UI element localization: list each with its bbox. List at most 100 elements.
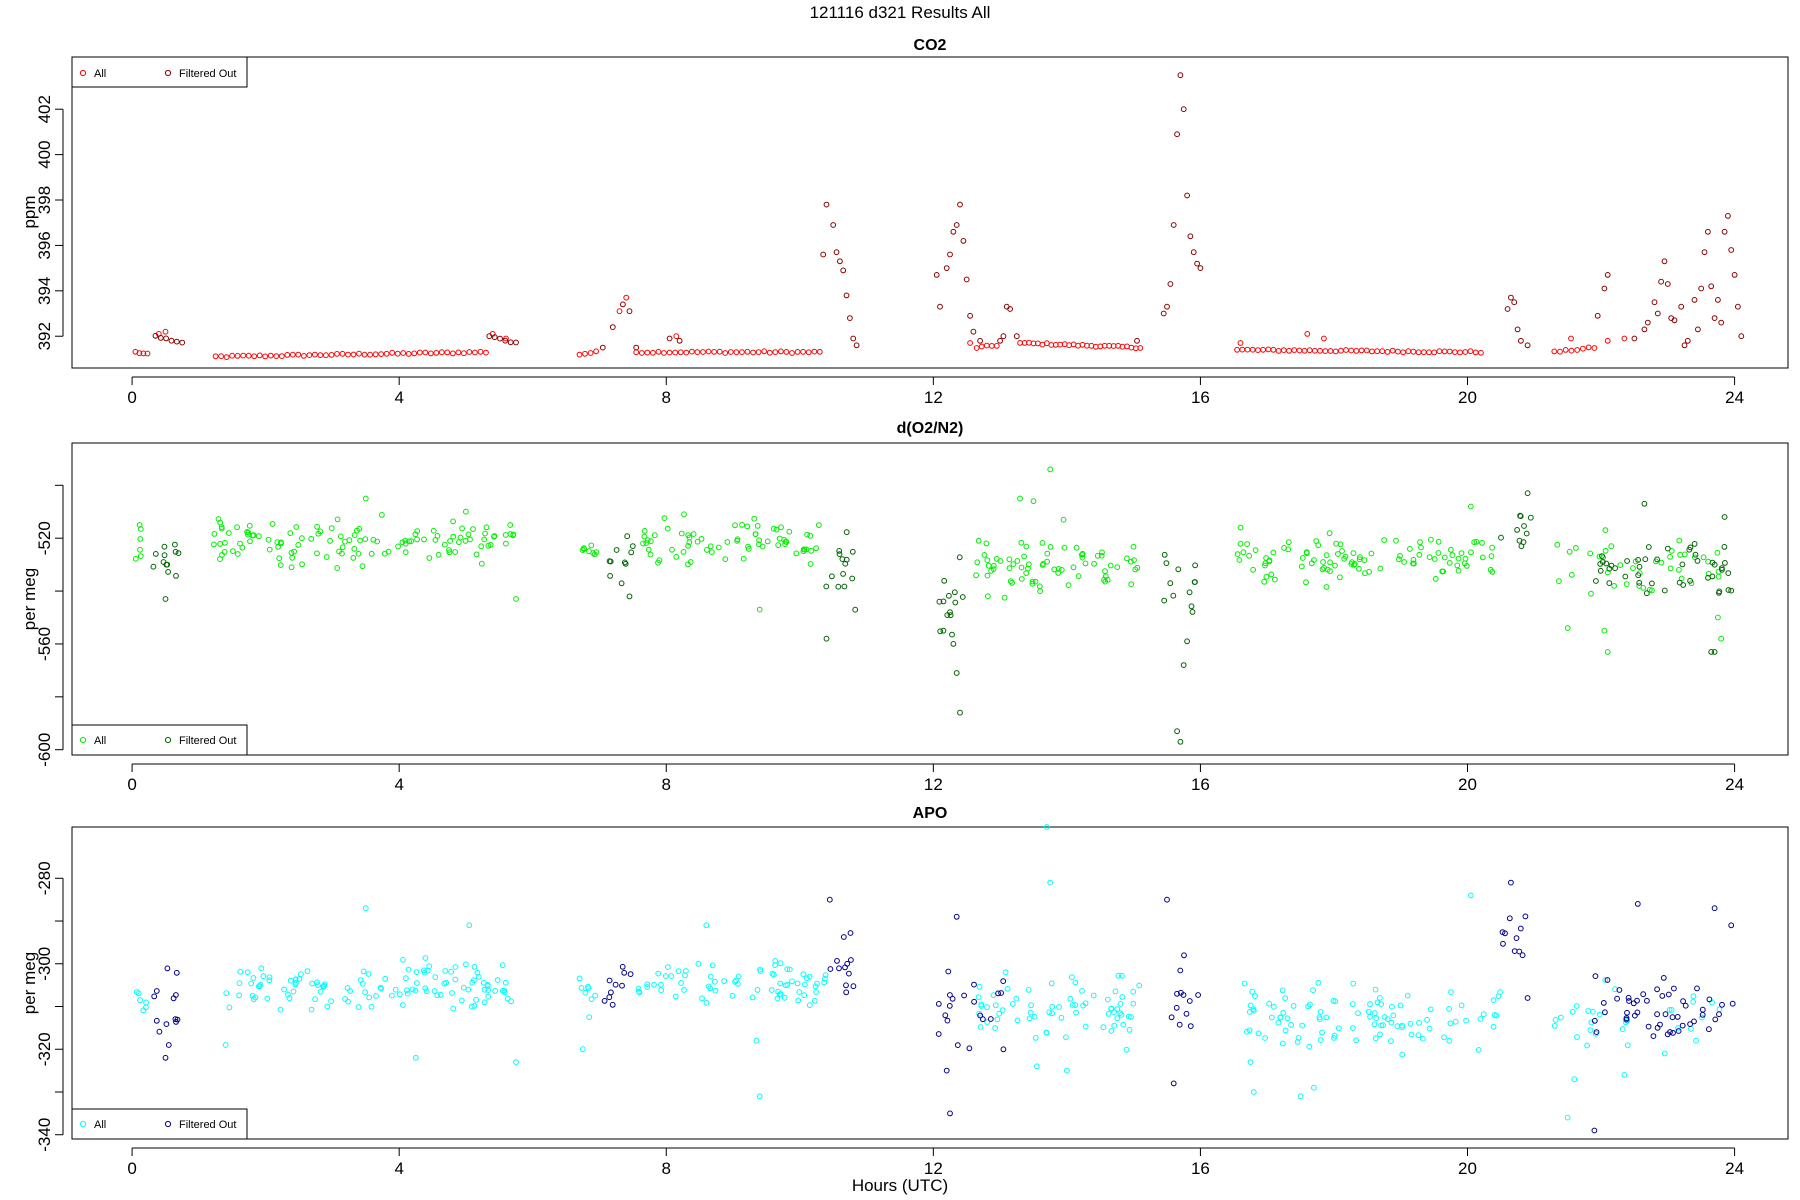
data-point-all (1604, 649, 1611, 655)
data-point-all (988, 567, 994, 574)
data-point-all (1372, 986, 1379, 993)
data-point-all (1001, 594, 1008, 601)
x-axis-apo: 0 4 8 12 16 20 24 (127, 1147, 1744, 1178)
data-point-all (1119, 994, 1126, 1000)
data-point-filtered (1665, 991, 1672, 998)
legend-co2: All Filtered Out (71, 56, 248, 88)
data-point-all (593, 348, 599, 355)
data-point-filtered (1170, 222, 1177, 228)
data-point-all (350, 555, 357, 561)
data-point-filtered (1660, 975, 1667, 981)
data-point-all (1025, 987, 1032, 993)
data-point-all (1479, 554, 1486, 561)
data-point-all (266, 974, 273, 981)
plot-area-o2n2 (71, 442, 1789, 756)
data-point-filtered (1000, 1046, 1007, 1053)
x-tick-label: 24 (1725, 388, 1744, 407)
data-point-all (1270, 549, 1277, 556)
x-tick-label: 12 (924, 388, 943, 407)
data-point-filtered (613, 547, 620, 553)
data-point-all (1244, 346, 1251, 353)
data-point-all (1270, 346, 1277, 353)
data-point-all (1574, 347, 1581, 353)
data-point-filtered (1160, 310, 1167, 317)
data-point-all (222, 539, 228, 546)
data-point-all (1495, 993, 1502, 1000)
data-point-all (1029, 578, 1036, 585)
data-point-filtered (1134, 337, 1140, 344)
data-point-all (1303, 549, 1310, 555)
data-point-all (1312, 347, 1318, 354)
legend-box-apo (71, 1108, 248, 1140)
data-point-filtered (1658, 278, 1664, 285)
data-point-filtered (1187, 1023, 1194, 1029)
data-point-filtered (172, 541, 178, 548)
data-point-all (481, 986, 488, 993)
data-point-all (1378, 1001, 1384, 1007)
data-point-all (471, 963, 478, 970)
data-point-all (690, 531, 697, 537)
data-point-filtered (971, 998, 977, 1005)
data-point-all (727, 349, 734, 355)
data-point-all (1246, 552, 1252, 559)
data-point-all (351, 532, 358, 538)
data-point-all (362, 495, 369, 502)
data-point-all (1426, 554, 1433, 560)
data-point-all (137, 553, 144, 559)
data-point-all (250, 975, 257, 981)
data-point-all (246, 522, 253, 529)
data-point-all (1649, 587, 1655, 594)
data-point-all (755, 349, 762, 356)
data-point-filtered (1671, 317, 1678, 324)
data-point-filtered (1517, 925, 1524, 932)
data-point-all (1332, 348, 1339, 355)
data-point-all (1463, 563, 1470, 569)
data-point-filtered (847, 930, 854, 936)
data-point-filtered (1659, 993, 1666, 999)
data-point-all (1350, 1025, 1356, 1031)
data-point-all (1058, 567, 1065, 573)
data-point-all (470, 526, 476, 532)
data-point-all (223, 990, 230, 997)
data-point-all (1063, 1034, 1069, 1041)
data-point-all (413, 969, 420, 975)
data-point-all (1130, 988, 1137, 995)
data-point-filtered (153, 1017, 160, 1024)
y-axis-apo: -340 -320 -300 -280 (35, 861, 64, 1152)
data-point-filtered (1524, 342, 1531, 349)
data-point-all (683, 349, 690, 356)
data-point-all (225, 530, 232, 536)
data-point-all (1031, 1013, 1038, 1020)
data-point-all (378, 985, 385, 992)
data-point-all (1462, 555, 1469, 562)
data-point-filtered (1682, 1002, 1689, 1009)
data-point-all (1690, 998, 1697, 1005)
data-point-all (217, 519, 224, 526)
data-point-all (402, 537, 409, 544)
data-point-all (244, 529, 251, 535)
data-point-all (774, 995, 781, 1002)
data-point-filtered (840, 934, 847, 940)
data-point-all (1558, 1014, 1564, 1021)
data-point-all (1130, 543, 1137, 550)
data-point-all (1452, 349, 1458, 356)
data-point-all (1295, 1035, 1302, 1041)
data-point-all (467, 536, 473, 543)
data-point-all (662, 973, 669, 979)
data-point-all (507, 522, 514, 528)
data-point-filtered (1725, 570, 1732, 576)
data-point-all (1373, 1015, 1380, 1021)
data-point-filtered (1670, 1030, 1676, 1036)
data-point-all (342, 996, 349, 1002)
data-point-all (248, 980, 255, 987)
data-point-all (1299, 1022, 1306, 1029)
data-point-all (1280, 1010, 1287, 1016)
data-point-all (293, 524, 300, 530)
data-point-all (1457, 349, 1463, 356)
data-point-all (1303, 579, 1309, 586)
data-point-filtered (606, 994, 613, 1001)
data-point-filtered (971, 981, 977, 988)
data-point-all (722, 350, 729, 356)
data-point-all (226, 1004, 233, 1011)
data-point-all (414, 528, 421, 534)
